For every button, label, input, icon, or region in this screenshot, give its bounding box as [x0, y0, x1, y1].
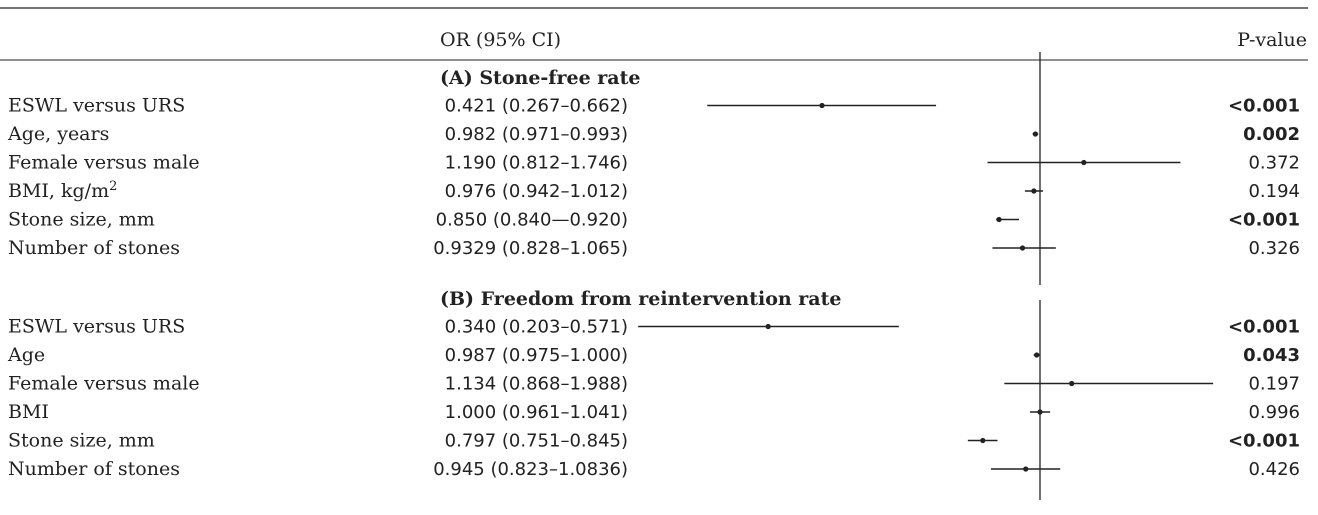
or-ci-text: 0.797 (0.751–0.845) — [445, 431, 628, 452]
or-ci-text: 0.945 (0.823–1.0836) — [433, 459, 628, 480]
section-title: (A) Stone-free rate — [440, 67, 640, 89]
p-value: 0.197 — [1248, 374, 1300, 395]
section-title: (B) Freedom from reintervention rate — [440, 288, 841, 310]
p-value: <0.001 — [1228, 317, 1300, 338]
row-label: BMI — [8, 401, 49, 423]
point-estimate — [1019, 245, 1026, 251]
p-value-column-header: P-value — [1237, 29, 1307, 51]
or-ci-text: 0.9329 (0.828–1.065) — [433, 238, 628, 259]
row-label: BMI, kg/m2 — [8, 179, 117, 203]
p-value: 0.194 — [1248, 181, 1300, 202]
p-value: 0.043 — [1243, 345, 1300, 366]
label-superscript: 2 — [109, 179, 117, 194]
p-value: <0.001 — [1228, 96, 1300, 117]
row-label: Female versus male — [8, 152, 200, 174]
row-label: Female versus male — [8, 373, 200, 395]
p-value: 0.996 — [1248, 402, 1300, 423]
or-ci-text: 0.850 (0.840—0.920) — [436, 210, 628, 231]
row-label: Stone size, mm — [8, 430, 155, 452]
row-label: ESWL versus URS — [8, 95, 185, 117]
row-label: Number of stones — [8, 237, 180, 259]
p-value: <0.001 — [1228, 431, 1300, 452]
point-estimate — [1023, 466, 1029, 472]
or-ci-text: 1.000 (0.961–1.041) — [445, 402, 628, 423]
point-estimate — [1069, 380, 1075, 387]
or-ci-text: 0.340 (0.203–0.571) — [445, 317, 628, 338]
row-label: Stone size, mm — [8, 209, 155, 231]
p-value: 0.002 — [1243, 124, 1300, 145]
or-ci-text: 1.190 (0.812–1.746) — [445, 153, 628, 174]
p-value: 0.426 — [1248, 459, 1300, 480]
or-column-header: OR (95% CI) — [440, 29, 561, 51]
row-label: ESWL versus URS — [8, 316, 185, 338]
or-ci-text: 0.976 (0.942–1.012) — [445, 181, 628, 202]
point-estimate — [1031, 188, 1037, 194]
row-label: Number of stones — [8, 458, 180, 480]
point-estimate — [1037, 409, 1043, 415]
point-estimate — [980, 437, 986, 444]
or-ci-text: 1.134 (0.868–1.988) — [445, 374, 628, 395]
p-value: 0.326 — [1248, 238, 1300, 259]
row-label: Age — [7, 344, 45, 366]
row-label: Age, years — [7, 123, 109, 145]
forest-rows: (A) Stone-free rate ESWL versus URS 0.421 … — [7, 52, 1300, 500]
point-estimate — [1034, 352, 1040, 358]
p-value: 0.372 — [1248, 153, 1300, 174]
point-estimate — [996, 216, 1002, 223]
p-value: <0.001 — [1228, 210, 1300, 231]
point-estimate — [765, 323, 771, 330]
point-estimate — [1032, 131, 1039, 137]
point-estimate — [1081, 159, 1087, 166]
or-ci-text: 0.987 (0.975–1.000) — [445, 345, 628, 366]
point-estimate — [819, 102, 825, 109]
or-ci-text: 0.421 (0.267–0.662) — [445, 96, 628, 117]
or-ci-text: 0.982 (0.971–0.993) — [445, 124, 628, 145]
